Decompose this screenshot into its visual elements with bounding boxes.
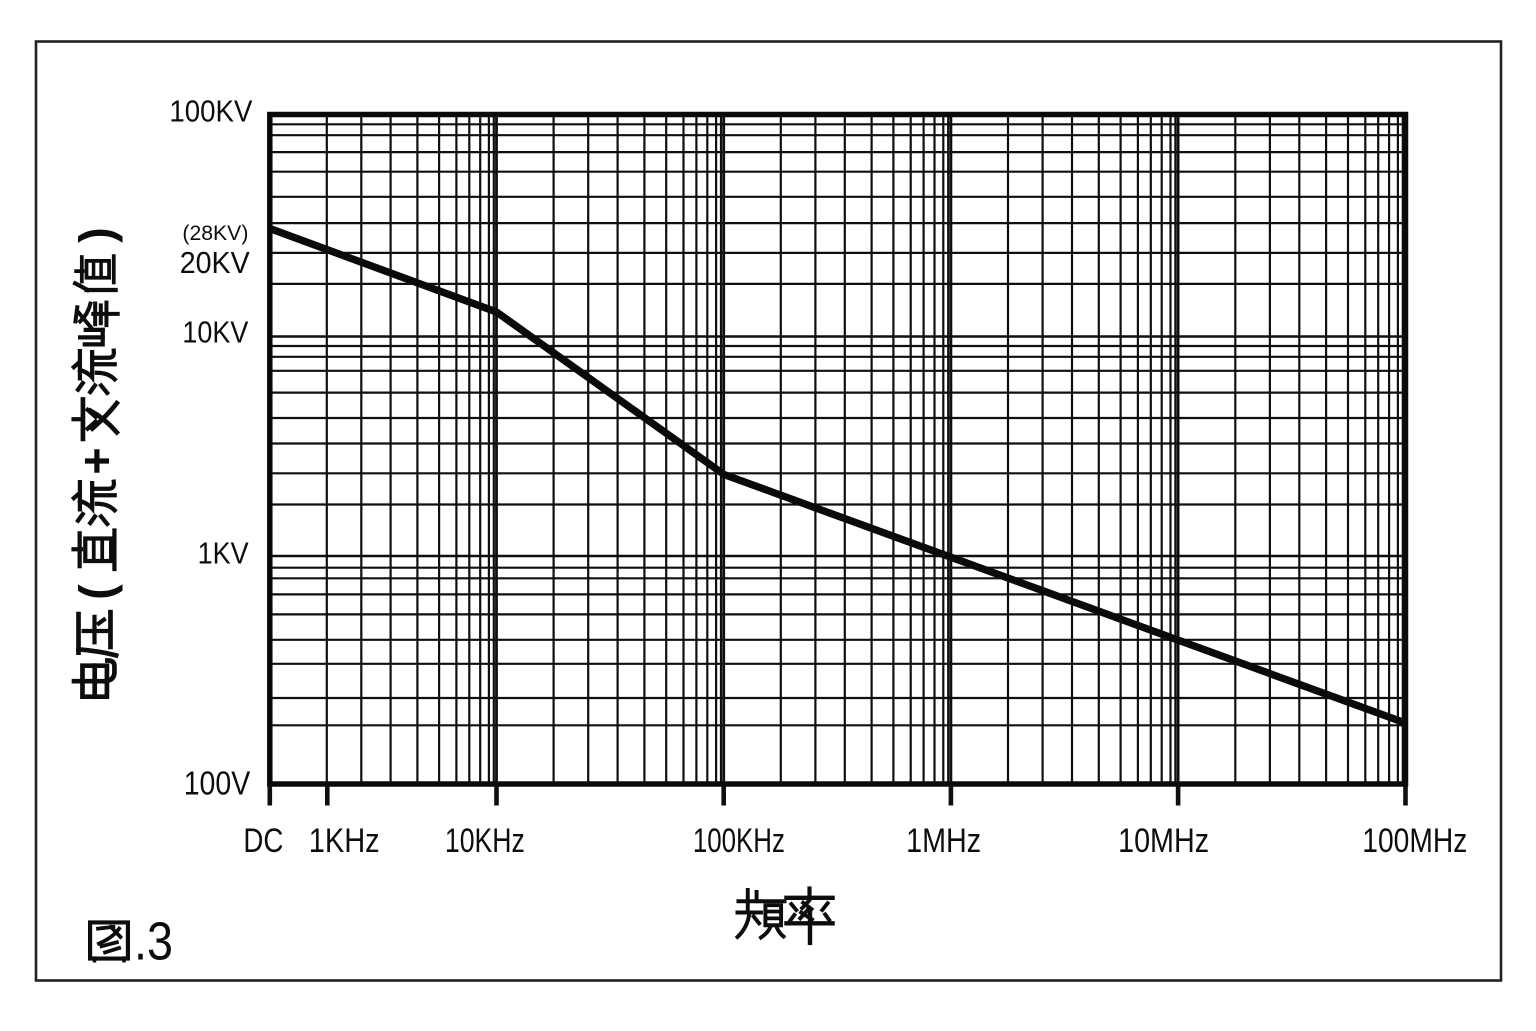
svg-text:100MHz: 100MHz (1362, 822, 1467, 860)
svg-text:20KV: 20KV (180, 245, 250, 280)
svg-text:DC: DC (243, 822, 283, 860)
svg-text:10KV: 10KV (182, 315, 248, 350)
svg-text:1KHz: 1KHz (309, 822, 380, 860)
svg-text:100V: 100V (184, 765, 251, 802)
svg-text:+: + (70, 447, 123, 474)
svg-text:100KHz: 100KHz (693, 822, 785, 860)
svg-text:100KV: 100KV (169, 94, 252, 129)
svg-text:.3: .3 (134, 912, 173, 972)
svg-text:1KV: 1KV (198, 535, 249, 570)
svg-text:10MHz: 10MHz (1118, 822, 1209, 860)
svg-text:10KHz: 10KHz (445, 822, 525, 860)
svg-text:(28KV): (28KV) (182, 222, 248, 245)
svg-text:): ) (70, 227, 123, 243)
svg-text:(: ( (70, 584, 123, 600)
svg-text:1MHz: 1MHz (906, 822, 981, 860)
